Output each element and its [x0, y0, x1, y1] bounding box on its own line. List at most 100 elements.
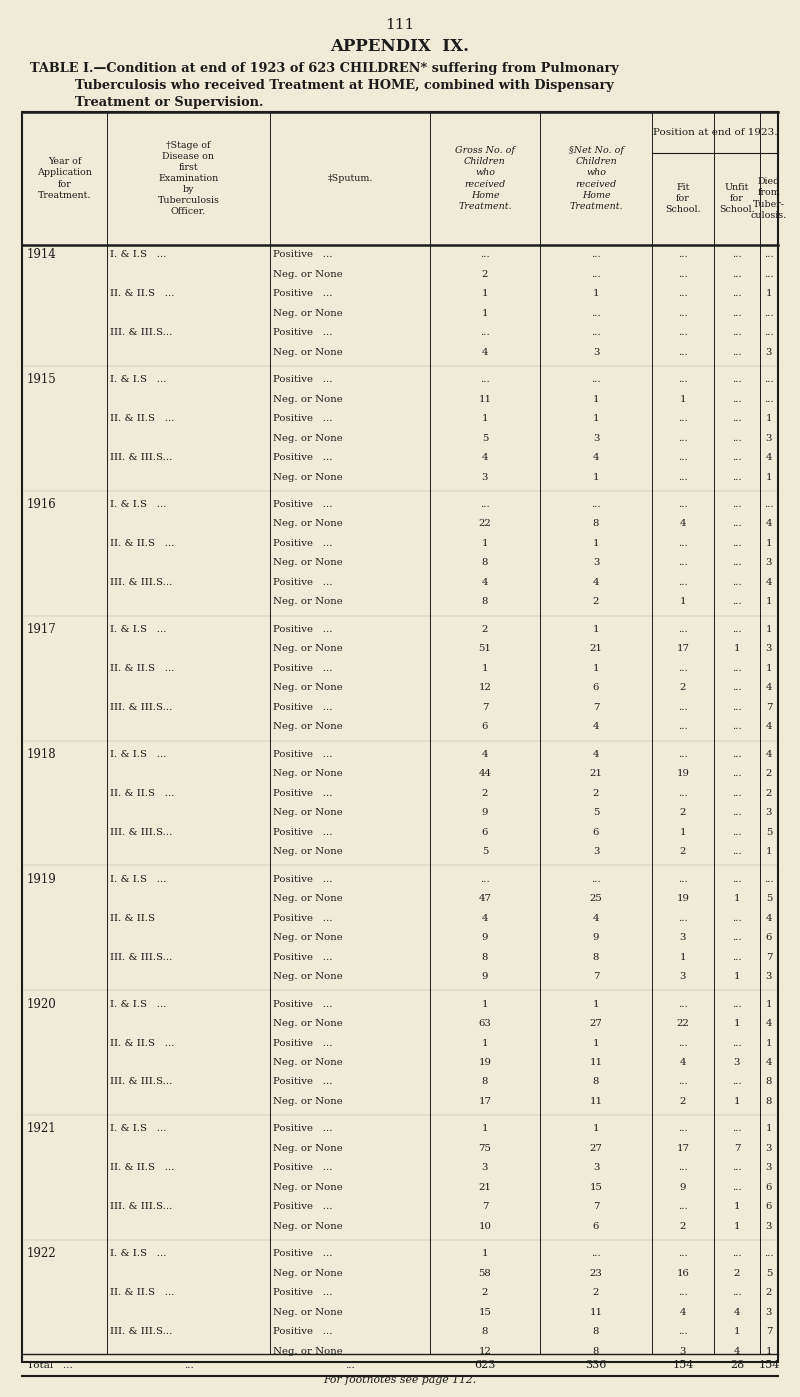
Text: 11: 11 [590, 1308, 602, 1317]
Text: I. & I.S   ...: I. & I.S ... [110, 1249, 166, 1259]
Text: ...: ... [678, 664, 688, 673]
Text: III. & III.S...: III. & III.S... [110, 1203, 172, 1211]
Text: 2: 2 [593, 1288, 599, 1298]
Text: Position at end of 1923.: Position at end of 1923. [653, 129, 778, 137]
Text: For footnotes see page 112.: For footnotes see page 112. [323, 1375, 477, 1384]
Text: ...: ... [678, 1249, 688, 1259]
Text: II. & II.S   ...: II. & II.S ... [110, 414, 174, 423]
Text: 2: 2 [680, 683, 686, 693]
Text: II. & II.S   ...: II. & II.S ... [110, 664, 174, 673]
Text: 16: 16 [677, 1268, 690, 1278]
Text: 8: 8 [766, 1097, 772, 1106]
Text: Neg. or None: Neg. or None [273, 348, 342, 356]
Text: 1: 1 [593, 289, 599, 298]
Text: ...: ... [764, 875, 774, 884]
Text: §Net No. of
Children
who
received
Home
Treatment.: §Net No. of Children who received Home T… [569, 147, 623, 211]
Text: ...: ... [764, 500, 774, 509]
Text: Positive   ...: Positive ... [273, 500, 333, 509]
Text: 8: 8 [593, 520, 599, 528]
Text: 19: 19 [677, 770, 690, 778]
Text: ...: ... [732, 394, 742, 404]
Text: 4: 4 [680, 520, 686, 528]
Text: II. & II.S   ...: II. & II.S ... [110, 789, 174, 798]
Text: 1: 1 [734, 644, 740, 654]
Text: 2: 2 [680, 847, 686, 856]
Text: ...: ... [678, 453, 688, 462]
Text: ...: ... [678, 500, 688, 509]
Text: 2: 2 [482, 789, 488, 798]
Text: ...: ... [732, 1288, 742, 1298]
Text: II. & II.S   ...: II. & II.S ... [110, 1038, 174, 1048]
Text: I. & I.S   ...: I. & I.S ... [110, 750, 166, 759]
Text: 8: 8 [593, 1077, 599, 1087]
Text: 1: 1 [593, 664, 599, 673]
Text: 1: 1 [734, 894, 740, 904]
Text: 4: 4 [482, 914, 488, 922]
Text: ...: ... [678, 289, 688, 298]
Text: ...: ... [732, 722, 742, 731]
Text: 3: 3 [593, 559, 599, 567]
Text: ...: ... [732, 875, 742, 884]
Text: Neg. or None: Neg. or None [273, 1058, 342, 1067]
Text: ...: ... [732, 433, 742, 443]
Text: Year of
Application
for
Treatment.: Year of Application for Treatment. [37, 158, 92, 200]
Text: Positive   ...: Positive ... [273, 1327, 333, 1337]
Text: Neg. or None: Neg. or None [273, 933, 342, 942]
Text: Neg. or None: Neg. or None [273, 520, 342, 528]
Text: Neg. or None: Neg. or None [273, 809, 342, 817]
Text: 1: 1 [680, 827, 686, 837]
Text: Neg. or None: Neg. or None [273, 972, 342, 981]
Text: 1: 1 [593, 394, 599, 404]
Text: 12: 12 [478, 683, 491, 693]
Text: Neg. or None: Neg. or None [273, 1222, 342, 1231]
Text: ...: ... [678, 1203, 688, 1211]
Text: 9: 9 [482, 809, 488, 817]
Text: ...: ... [732, 520, 742, 528]
Text: 1919: 1919 [27, 873, 57, 886]
Text: 47: 47 [478, 894, 491, 904]
Text: 4: 4 [593, 722, 599, 731]
Text: Died
from
Tuber-
culosis.: Died from Tuber- culosis. [751, 177, 787, 219]
Text: 1922: 1922 [27, 1248, 57, 1260]
Text: 4: 4 [680, 1308, 686, 1317]
Text: 15: 15 [590, 1183, 602, 1192]
Text: 1918: 1918 [27, 747, 57, 761]
Text: 4: 4 [593, 453, 599, 462]
Text: Neg. or None: Neg. or None [273, 433, 342, 443]
Text: 4: 4 [766, 722, 772, 731]
Text: 1: 1 [593, 1038, 599, 1048]
Text: 1: 1 [482, 309, 488, 317]
Text: ...: ... [732, 827, 742, 837]
Text: Positive   ...: Positive ... [273, 624, 333, 634]
Text: 3: 3 [766, 809, 772, 817]
Text: ...: ... [480, 875, 490, 884]
Text: 1: 1 [766, 1125, 772, 1133]
Text: ...: ... [732, 559, 742, 567]
Text: ...: ... [732, 578, 742, 587]
Text: 4: 4 [766, 1018, 772, 1028]
Text: 3: 3 [766, 1222, 772, 1231]
Text: 3: 3 [766, 1144, 772, 1153]
Text: 623: 623 [474, 1361, 496, 1370]
Text: Positive   ...: Positive ... [273, 453, 333, 462]
Text: 9: 9 [593, 933, 599, 942]
Text: ...: ... [764, 328, 774, 337]
Text: ...: ... [678, 309, 688, 317]
Text: 2: 2 [734, 1268, 740, 1278]
Text: ...: ... [732, 770, 742, 778]
Text: 3: 3 [593, 847, 599, 856]
Text: 8: 8 [482, 559, 488, 567]
Text: ...: ... [732, 703, 742, 712]
Text: I. & I.S   ...: I. & I.S ... [110, 624, 166, 634]
Text: 9: 9 [482, 933, 488, 942]
Text: Positive   ...: Positive ... [273, 1038, 333, 1048]
Text: 3: 3 [766, 433, 772, 443]
Text: 7: 7 [766, 703, 772, 712]
Text: 4: 4 [766, 1058, 772, 1067]
Text: 7: 7 [766, 1327, 772, 1337]
Text: Positive   ...: Positive ... [273, 703, 333, 712]
Text: II. & II.S: II. & II.S [110, 914, 155, 922]
Text: ...: ... [732, 953, 742, 961]
Text: ...: ... [678, 250, 688, 260]
Text: 6: 6 [766, 1183, 772, 1192]
